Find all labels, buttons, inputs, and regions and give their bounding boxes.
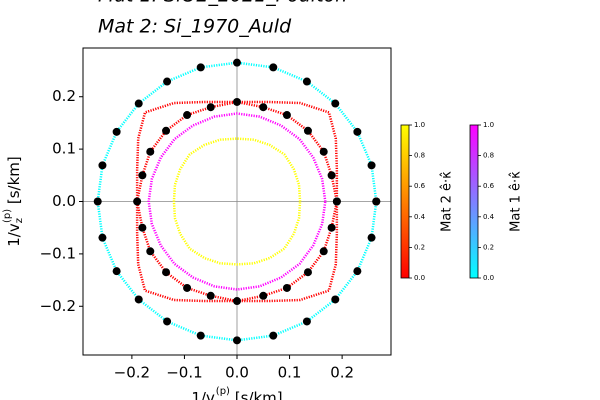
marker	[327, 171, 336, 180]
marker	[138, 223, 147, 232]
colorbar-tick-label: 0.6	[483, 182, 495, 190]
marker	[134, 295, 143, 304]
colorbar-tick-label: 1.0	[483, 121, 494, 129]
y-axis-label-unit: [s/km]	[5, 156, 23, 209]
x-tick-label: 0.2	[330, 364, 354, 382]
marker	[327, 223, 336, 232]
marker	[162, 126, 171, 135]
marker	[259, 103, 268, 112]
marker	[367, 161, 376, 170]
marker	[282, 283, 291, 292]
marker	[367, 233, 376, 242]
x-axis-label-unit: [s/km]	[230, 389, 283, 400]
marker	[332, 197, 341, 206]
y-axis-label-sup: (p)	[2, 209, 13, 223]
marker	[146, 247, 155, 256]
chart-title: Mat 1: SiO2_2021_Poulton	[98, 0, 347, 7]
marker	[353, 267, 362, 276]
y-tick-label: −0.1	[40, 244, 76, 262]
marker	[133, 197, 142, 206]
marker	[196, 63, 205, 72]
colorbar-tick-label: 0.4	[483, 213, 495, 221]
marker	[331, 99, 340, 108]
curve	[147, 112, 327, 291]
x-axis-label-sub: x	[215, 398, 221, 400]
marker	[233, 336, 241, 345]
marker	[98, 161, 107, 170]
marker	[183, 111, 192, 120]
marker	[233, 297, 241, 306]
marker	[112, 267, 121, 276]
marker	[196, 331, 205, 340]
marker	[206, 103, 215, 112]
y-tick-label: 0.2	[52, 87, 76, 105]
colorbar-tick-label: 0.2	[414, 243, 425, 251]
chart-title: Mat 2: Si_1970_Auld	[98, 16, 292, 38]
marker	[372, 197, 381, 206]
curve	[135, 100, 339, 303]
marker	[93, 197, 102, 206]
colorbar-tick-label: 0.8	[483, 152, 494, 160]
marker	[146, 147, 155, 156]
x-tick-label: −0.1	[166, 364, 202, 382]
y-tick-label: −0.2	[40, 297, 76, 315]
curve	[172, 137, 302, 266]
marker	[302, 77, 311, 86]
x-axis-label: 1/vx(p) [s/km]	[191, 386, 282, 400]
colorbar-tick-label: 1.0	[414, 121, 425, 129]
y-axis-label: 1/vz(p) [s/km]	[2, 156, 25, 247]
x-tick-label: 0.1	[278, 364, 302, 382]
y-tick-label: 0.0	[52, 192, 76, 210]
colorbar-label: Mat 1 ê·κ̂	[509, 171, 524, 232]
x-tick-label: −0.2	[114, 364, 150, 382]
marker	[269, 331, 278, 340]
marker	[353, 127, 362, 136]
x-axis-label-base: 1/v	[191, 389, 215, 400]
colorbar	[469, 124, 479, 279]
y-axis-label-base: 1/v	[5, 223, 23, 247]
marker	[269, 63, 278, 72]
marker	[183, 283, 192, 292]
colorbar	[400, 124, 410, 279]
marker	[302, 317, 311, 326]
marker	[233, 97, 241, 106]
x-axis-label-sup: (p)	[216, 386, 230, 397]
marker	[134, 99, 143, 108]
plot-frame	[82, 47, 392, 356]
colorbar-tick-label: 0.6	[414, 182, 426, 190]
x-tick-label: 0.0	[225, 364, 249, 382]
marker	[282, 111, 291, 120]
colorbar-label: Mat 2 ê·κ̂	[440, 171, 455, 232]
colorbar-tick-label: 0.8	[414, 152, 425, 160]
y-axis-label-sub: z	[14, 218, 25, 223]
colorbar-tick-label: 0.2	[483, 243, 494, 251]
marker	[233, 58, 241, 67]
marker	[319, 147, 328, 156]
marker	[303, 268, 312, 277]
marker	[112, 127, 121, 136]
colorbar-tick-label: 0.0	[483, 274, 494, 282]
marker	[259, 291, 268, 300]
marker	[206, 291, 215, 300]
marker	[138, 171, 147, 180]
colorbar-tick-label: 0.4	[414, 213, 426, 221]
marker	[331, 295, 340, 304]
marker	[319, 247, 328, 256]
y-tick-label: 0.1	[52, 140, 76, 158]
marker	[98, 233, 107, 242]
marker	[163, 77, 172, 86]
marker	[163, 317, 172, 326]
marker	[303, 126, 312, 135]
colorbar-tick-label: 0.0	[414, 274, 425, 282]
marker	[162, 268, 171, 277]
